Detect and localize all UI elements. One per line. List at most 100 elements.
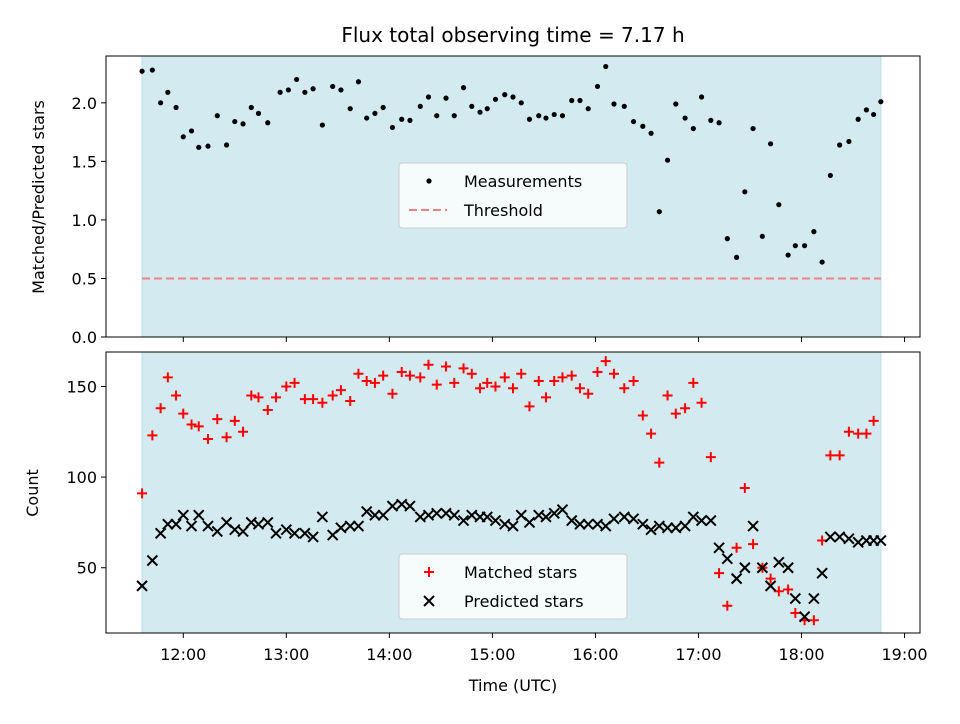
data-point xyxy=(246,390,257,401)
y-tick-label: 50 xyxy=(77,559,97,578)
data-point xyxy=(798,610,811,623)
data-point xyxy=(875,534,887,547)
top-y-axis-label: Matched/Predicted stars xyxy=(29,100,48,294)
data-point xyxy=(180,134,186,140)
data-point xyxy=(319,122,325,128)
data-point xyxy=(229,415,240,426)
x-axis-label: Time (UTC) xyxy=(468,676,557,695)
data-point xyxy=(414,511,426,523)
data-point xyxy=(335,522,347,534)
data-point xyxy=(335,385,346,396)
data-point xyxy=(466,368,477,379)
data-point xyxy=(690,125,696,132)
data-point xyxy=(404,500,416,512)
series-matched-stars xyxy=(137,356,879,626)
data-point xyxy=(360,505,373,518)
y-tick-label: 0.5 xyxy=(72,269,97,288)
data-point xyxy=(185,520,198,532)
y-tick-label: 100 xyxy=(66,468,97,487)
data-point xyxy=(551,111,557,118)
data-point xyxy=(518,100,524,106)
data-point xyxy=(566,514,578,527)
data-point xyxy=(285,87,291,93)
data-point xyxy=(490,381,501,392)
data-point xyxy=(871,111,877,118)
y-tick-label: 150 xyxy=(66,377,97,396)
x-tick-label: 14:00 xyxy=(366,645,412,664)
data-point xyxy=(205,143,211,149)
data-point xyxy=(302,89,308,95)
data-point xyxy=(656,209,662,215)
data-point xyxy=(687,511,700,523)
data-point xyxy=(404,370,415,381)
data-point xyxy=(510,94,516,100)
data-point xyxy=(747,520,759,532)
data-point xyxy=(469,103,475,109)
data-point xyxy=(203,434,214,445)
data-point xyxy=(819,259,825,265)
data-point xyxy=(407,117,413,123)
data-point xyxy=(165,89,171,95)
data-point xyxy=(591,518,604,530)
data-point xyxy=(600,356,611,367)
data-point xyxy=(543,115,549,121)
x-tick-label: 17:00 xyxy=(675,645,721,664)
data-point xyxy=(721,552,734,565)
legend-label: Threshold xyxy=(463,201,543,220)
data-point xyxy=(696,397,707,408)
data-point xyxy=(714,568,725,579)
data-point xyxy=(288,527,301,539)
data-point xyxy=(499,518,511,530)
data-point xyxy=(355,79,362,85)
data-point xyxy=(661,522,674,534)
data-point xyxy=(627,513,640,525)
data-point xyxy=(645,523,657,536)
data-point xyxy=(637,410,648,421)
data-point xyxy=(440,507,452,520)
data-point xyxy=(396,498,408,510)
data-point xyxy=(252,518,265,530)
legend-marker xyxy=(426,178,432,184)
chart-title: Flux total observing time = 7.17 h xyxy=(341,23,684,47)
data-point xyxy=(475,383,486,394)
data-point xyxy=(536,113,542,119)
data-point xyxy=(193,421,204,432)
data-point xyxy=(294,76,300,83)
legend: Measurements Threshold xyxy=(398,162,628,229)
series-predicted-stars xyxy=(136,498,887,623)
data-point xyxy=(682,115,688,121)
data-point xyxy=(574,518,586,530)
data-point xyxy=(369,377,380,388)
data-point xyxy=(619,383,630,394)
legend-label: Predicted stars xyxy=(464,592,584,611)
data-point xyxy=(449,377,460,388)
data-point xyxy=(566,370,577,381)
data-point xyxy=(364,115,370,121)
data-point xyxy=(679,520,691,532)
data-point xyxy=(255,110,262,116)
data-point xyxy=(577,97,583,104)
data-point xyxy=(310,86,316,92)
data-point xyxy=(136,580,148,592)
data-point xyxy=(508,383,518,394)
data-point xyxy=(139,68,145,74)
data-point xyxy=(507,520,519,532)
data-point xyxy=(262,405,273,416)
data-point xyxy=(369,509,381,521)
data-point xyxy=(448,509,460,521)
data-point xyxy=(776,202,782,208)
data-point xyxy=(843,533,855,545)
data-point xyxy=(162,518,174,530)
data-point xyxy=(443,95,449,101)
data-point xyxy=(353,368,364,379)
data-point xyxy=(705,514,717,527)
data-point xyxy=(317,397,328,408)
data-point xyxy=(533,376,544,387)
data-point xyxy=(783,584,794,595)
data-point xyxy=(670,408,681,419)
x-tick-label: 18:00 xyxy=(778,645,824,664)
data-point xyxy=(773,556,785,569)
data-point xyxy=(173,104,179,111)
data-point xyxy=(724,236,730,242)
data-point xyxy=(162,372,173,383)
